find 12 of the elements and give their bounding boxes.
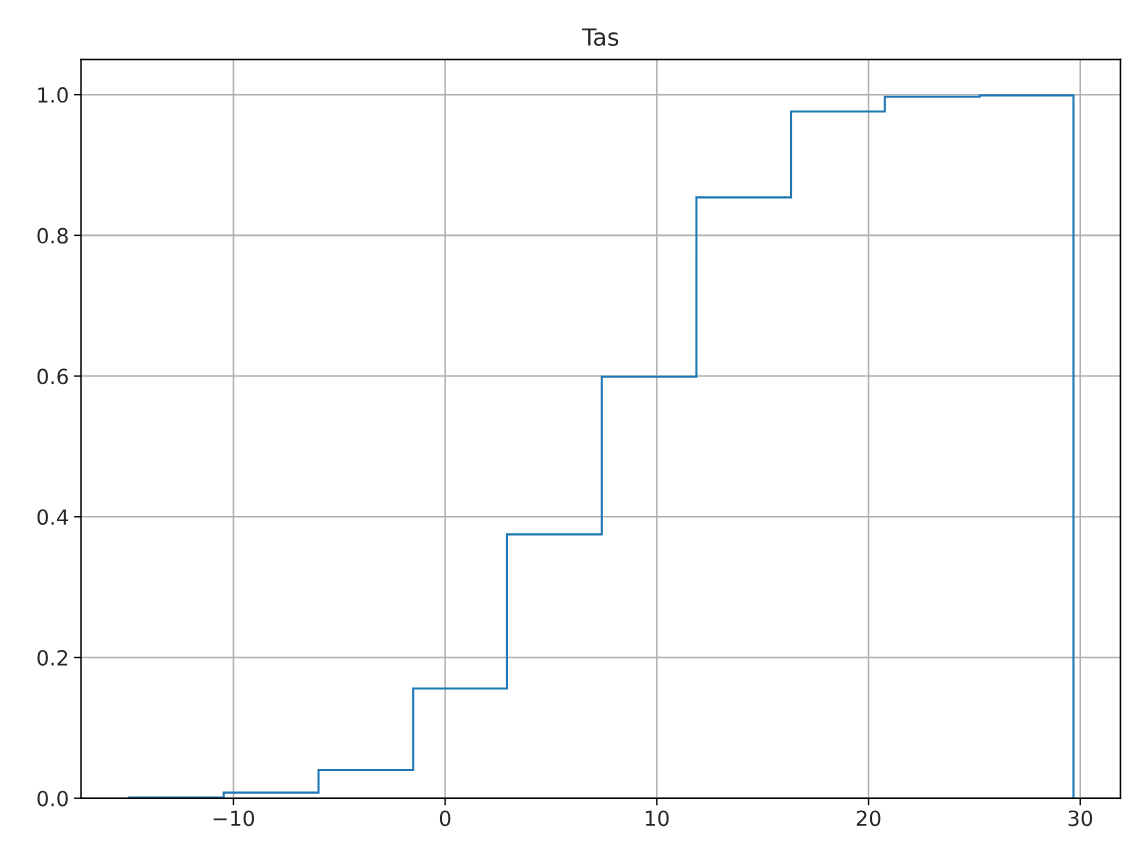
chart-title: Tas	[582, 28, 619, 46]
y-tick-label: 0.2	[37, 649, 68, 666]
x-tick-label: 30	[1068, 810, 1093, 827]
y-tick-label: 1.0	[38, 87, 68, 103]
x-tick-label: 0	[439, 810, 451, 827]
y-tick-label: 0.4	[37, 509, 69, 525]
x-tick-label: −10	[213, 810, 255, 827]
y-tick-label: 0.6	[37, 368, 68, 385]
y-tick-label: 0.8	[37, 227, 68, 244]
x-tick-label: 20	[856, 810, 881, 827]
x-tick-label: 10	[645, 810, 669, 827]
y-tick-label: 0.0	[37, 790, 68, 807]
